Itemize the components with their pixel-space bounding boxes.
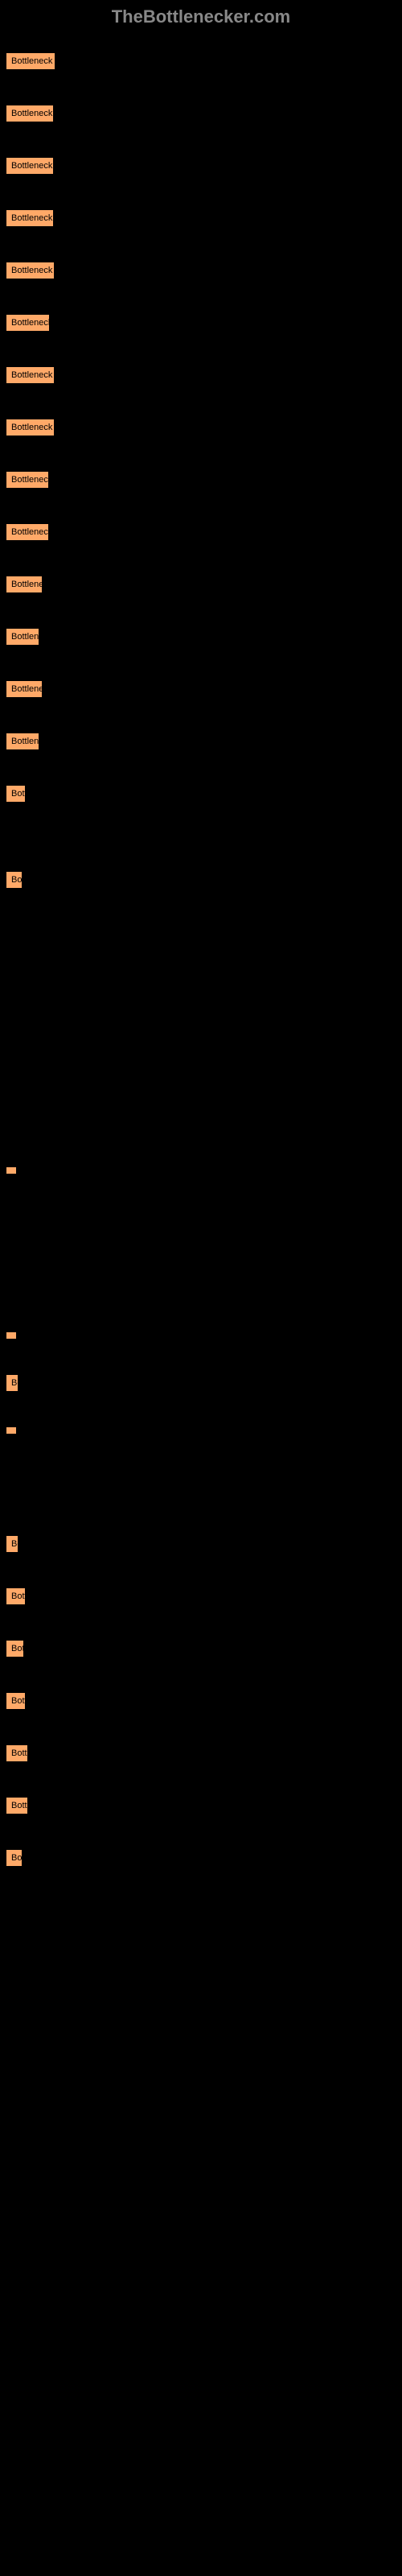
bottleneck-item[interactable]: Bottleneck re xyxy=(5,365,55,385)
bottleneck-item[interactable]: Bottleneck re xyxy=(5,208,55,228)
bottleneck-item[interactable]: Bottleneck xyxy=(5,575,43,594)
bottleneck-item[interactable]: Bottl xyxy=(5,1587,27,1606)
bottleneck-item[interactable]: Bottl xyxy=(5,784,27,803)
bottleneck-item[interactable]: Bottleneck re xyxy=(5,156,55,175)
bottleneck-item[interactable]: Bottleneck r xyxy=(5,313,51,332)
bottleneck-item[interactable]: Bottleneck re xyxy=(5,261,55,280)
bottleneck-list: Bottleneck res Bottleneck re Bottleneck re… xyxy=(0,34,402,1889)
bottleneck-item[interactable]: Bottle xyxy=(5,1744,29,1763)
bottleneck-item[interactable]: Bott xyxy=(5,1639,25,1658)
bottleneck-item[interactable]: Bottlenec xyxy=(5,627,40,646)
bottleneck-item[interactable]: Bot xyxy=(5,870,23,890)
bottleneck-item[interactable]: Bottleneck re xyxy=(5,418,55,437)
bottleneck-item[interactable]: Bottleneck r xyxy=(5,470,50,489)
bottleneck-item[interactable]: Bottle xyxy=(5,1796,29,1815)
page-header: TheBottlenecker.com xyxy=(0,0,402,34)
bottleneck-item[interactable]: Bottl xyxy=(5,1691,27,1711)
bottleneck-item[interactable]: Bottleneck r xyxy=(5,522,50,542)
bottleneck-item[interactable] xyxy=(5,1331,18,1340)
bottleneck-item[interactable]: Bottlenec xyxy=(5,732,40,751)
bottleneck-item[interactable]: Bo xyxy=(5,1373,19,1393)
bottleneck-item[interactable] xyxy=(5,1426,18,1435)
bottleneck-item[interactable]: Bo xyxy=(5,1534,19,1554)
bottleneck-item[interactable]: Bottleneck res xyxy=(5,52,56,71)
bottleneck-item[interactable] xyxy=(5,1166,18,1175)
bottleneck-item[interactable]: Bot xyxy=(5,1848,23,1868)
bottleneck-item[interactable]: Bottleneck xyxy=(5,679,43,699)
bottleneck-item[interactable]: Bottleneck re xyxy=(5,104,55,123)
